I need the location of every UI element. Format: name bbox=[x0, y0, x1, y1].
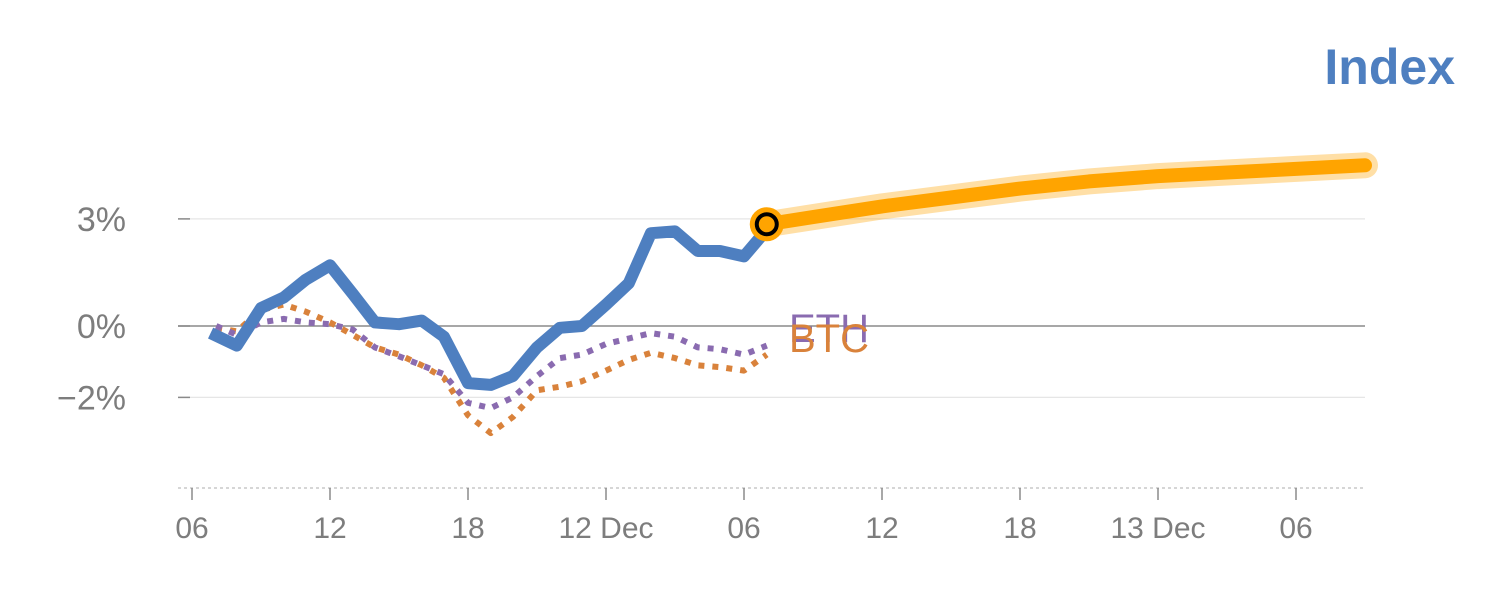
x-tick-label: 18 bbox=[451, 512, 484, 545]
series-line-forecast bbox=[759, 158, 1372, 232]
series-line-index bbox=[208, 225, 772, 391]
x-tick-label: 12 bbox=[313, 512, 346, 545]
x-tick-label: 12 bbox=[865, 512, 898, 545]
series-line-btc bbox=[215, 301, 769, 437]
x-tick-label: 06 bbox=[1279, 512, 1312, 545]
x-tick-label: 13 Dec bbox=[1110, 512, 1205, 545]
x-tick-label: 12 Dec bbox=[558, 512, 653, 545]
x-tick-label: 06 bbox=[727, 512, 760, 545]
y-tick-label: 0% bbox=[77, 308, 126, 346]
chart-title: Index bbox=[1324, 39, 1455, 95]
y-tick-label: −2% bbox=[57, 379, 126, 417]
grid-layer bbox=[178, 218, 1365, 398]
current-point-marker bbox=[754, 212, 779, 237]
series-label-btc: BTC bbox=[789, 317, 869, 361]
x-tick-label: 06 bbox=[175, 512, 208, 545]
series-label-eth: ETH bbox=[789, 307, 869, 351]
series-layer bbox=[208, 152, 1378, 437]
y-tick-label: 3% bbox=[77, 201, 126, 239]
x-tick-label: 18 bbox=[1003, 512, 1036, 545]
series-line-eth bbox=[215, 315, 768, 412]
axis-layer: 3% 0% −2% 06 12 18 12 Dec 06 12 18 13 Dec 06 bbox=[57, 201, 1365, 545]
